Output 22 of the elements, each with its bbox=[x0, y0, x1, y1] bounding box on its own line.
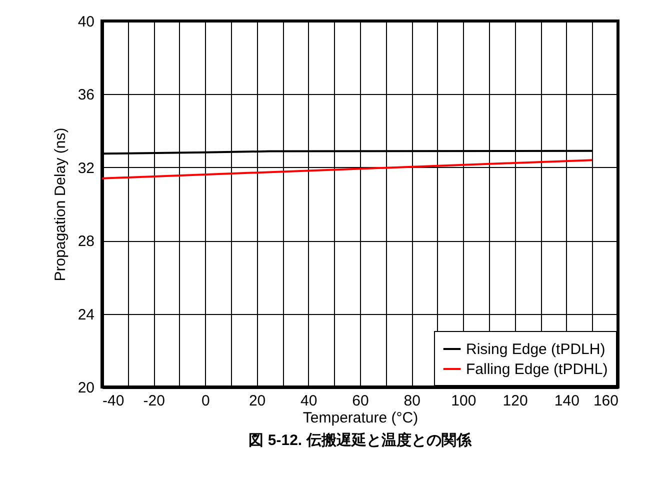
x-tick-label: 80 bbox=[404, 392, 420, 410]
x-tick-label: 20 bbox=[248, 392, 266, 410]
text: 図 5-12. 伝搬遅延と温度との関係 bbox=[248, 431, 472, 449]
y-tick-label: 28 bbox=[78, 233, 94, 250]
x-tick-label: 160 bbox=[593, 392, 618, 410]
x-tick-label: -20 bbox=[143, 392, 165, 410]
x-tick-label: 120 bbox=[502, 392, 528, 410]
x-tick-label: 60 bbox=[352, 392, 369, 410]
legend-label: Rising Edge (tPDLH) bbox=[466, 341, 606, 358]
legend-label: Falling Edge (tPDHL) bbox=[466, 361, 608, 378]
y-tick-label: 24 bbox=[78, 306, 94, 324]
x-tick-label: 0 bbox=[202, 392, 210, 410]
x-tick-label: -40 bbox=[102, 392, 124, 410]
x-tick-label: 100 bbox=[451, 392, 476, 410]
y-tick-label: 40 bbox=[78, 14, 94, 30]
y-tick-label: 32 bbox=[78, 160, 94, 177]
y-tick-label: 36 bbox=[78, 86, 94, 104]
y-tick-label: 20 bbox=[78, 380, 94, 396]
x-tick-label: 140 bbox=[554, 392, 580, 410]
x-tick-label: 40 bbox=[300, 392, 318, 410]
x-axis-title: Temperature (°C) bbox=[302, 410, 418, 426]
y-axis-title: Propagation Delay (ns) bbox=[52, 128, 69, 282]
